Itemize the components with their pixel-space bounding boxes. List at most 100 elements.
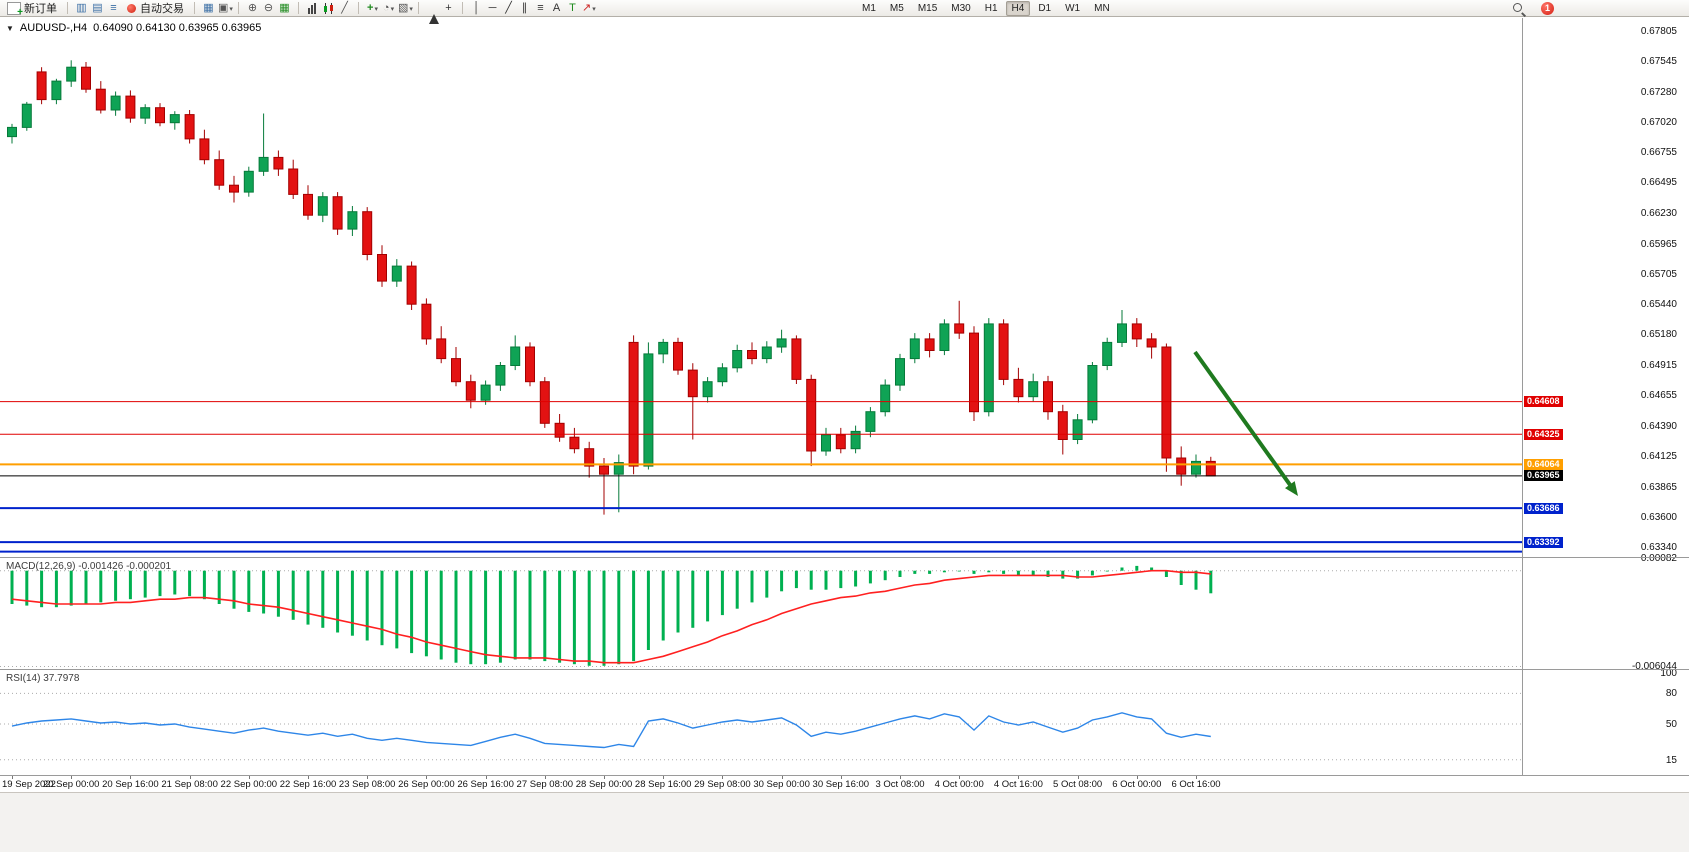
time-axis-label: 27 Sep 08:00 [516,779,574,790]
fibonacci-tool-icon[interactable]: ≡ [537,1,544,14]
bar-chart-mode-icon[interactable] [306,1,319,15]
zoom-in-icon[interactable]: ⊕ [247,1,258,14]
price-level-tag: 0.64325 [1524,428,1563,440]
auto-trading-icon [127,3,136,13]
vertical-line-tool-icon[interactable]: │ [473,1,480,14]
toolbar: + 新订单 ▥ ▤ ≡ 自动交易 ▦ ▣▾ ⊕ ⊖ ▦ ╱ +▾ ◔▾ ▧▾ +… [0,0,1689,24]
timeframe-button-m15[interactable]: M15 [917,3,938,14]
arrows-tool-icon[interactable]: ↗▾ [582,1,596,14]
macd-signal-line [11,569,1211,664]
candlestick-mode-icon[interactable] [322,1,335,15]
horizontal-line-tool-icon[interactable]: ─ [488,1,497,14]
timeframe-button-mn[interactable]: MN [1094,3,1110,14]
price-axis-label: 0.67545 [1640,56,1677,67]
symbol-dropdown-icon[interactable]: ▼ [6,23,14,33]
macd-histogram [10,565,1213,666]
line-chart-mode-icon[interactable]: ╱ [341,1,348,14]
timeframe-button-m5[interactable]: M5 [889,3,904,14]
time-axis-label: 30 Sep 16:00 [812,779,870,790]
navigator-icon[interactable]: ≡ [110,1,117,14]
time-axis-label: 22 Sep 16:00 [279,779,337,790]
notification-badge[interactable]: 1 [1541,2,1554,15]
rsi-pane[interactable]: RSI(14) 37.7978 [0,670,1522,775]
time-axis-tick [130,776,132,779]
price-axis-label: 0.66755 [1640,147,1677,159]
main-chart-pane[interactable]: ▼ AUDUSD-,H4 0.64090 0.64130 0.63965 0.6… [0,18,1522,557]
price-axis-label: 0.64125 [1640,451,1677,463]
timeframe-button-m1[interactable]: M1 [862,3,876,14]
profiles-icon[interactable]: ▣▾ [218,1,233,14]
current-price-tag: 0.63965 [1524,470,1563,482]
auto-trading-button[interactable]: 自动交易 [123,1,187,16]
new-chart-icon[interactable]: ▦ [203,1,214,14]
templates-icon[interactable]: ▧▾ [398,1,413,14]
trendline-tool-icon[interactable]: ╱ [505,1,512,14]
time-axis-tick [663,776,665,779]
time-axis-label: 26 Sep 00:00 [398,779,455,790]
channel-tool-icon[interactable]: ∥ [521,1,528,14]
time-axis-label: 30 Sep 00:00 [753,779,810,790]
time-axis-label: 22 Sep 00:00 [220,779,278,790]
time-axis-label: 6 Oct 16:00 [1171,779,1221,790]
time-axis-label: 3 Oct 08:00 [875,779,925,790]
price-axis-label: 0.67805 [1640,26,1677,37]
crosshair-icon[interactable]: + [445,1,452,14]
horizontal-level-lines[interactable] [0,401,1522,553]
time-axis-tick [426,776,428,779]
timeframe-button-h4[interactable]: H4 [1005,1,1031,16]
timeframe-button-w1[interactable]: W1 [1065,3,1081,14]
data-window-icon[interactable]: ▤ [92,1,103,14]
indicators-icon[interactable]: +▾ [367,1,378,14]
time-axis-tick [544,776,546,779]
time-axis-tick [1136,776,1138,779]
cursor-icon[interactable] [426,1,439,24]
time-axis-tick [840,776,842,779]
price-axis-label: 0.65965 [1640,238,1677,250]
time-axis-tick [722,776,724,779]
time-axis-label: 26 Sep 16:00 [457,779,514,790]
trend-arrow[interactable] [1193,350,1298,496]
pane-divider[interactable] [0,557,1689,558]
zoom-out-icon[interactable]: ⊖ [263,1,274,14]
macd-pane[interactable]: MACD(12,26,9) -0.001426 -0.000201 [0,558,1522,669]
label-tool-icon[interactable]: T [569,1,576,14]
toolbar-separator [67,2,68,14]
rsi-canvas[interactable] [0,670,1522,775]
main-chart-canvas[interactable] [0,18,1522,557]
timeframe-button-m30[interactable]: M30 [951,3,971,14]
time-axis-tick [189,776,191,779]
price-axis-label: 0.65440 [1640,299,1677,311]
toolbar-separator [462,2,463,14]
toolbar-separator [298,2,299,14]
timeframe-group: M1 M5 M15 M30 H1 H4 D1 W1 MN [856,1,1116,16]
new-order-button[interactable]: + 新订单 [4,1,60,17]
timeframe-button-d1[interactable]: D1 [1038,3,1052,14]
rsi-scale-label: 50 [1665,719,1677,730]
text-tool-icon[interactable]: A [552,1,561,14]
rsi-label: RSI(14) 37.7978 [6,673,80,684]
time-axis-tick [959,776,961,779]
time-axis-label: 20 Sep 00:00 [42,779,100,790]
price-axis-label: 0.66495 [1640,177,1677,189]
price-scale[interactable]: 0.67805 0.67545 0.67280 0.67020 0.66755 0.664… [1523,18,1689,776]
time-axis-label: 4 Oct 00:00 [934,779,984,790]
search-icon[interactable] [1512,2,1525,15]
time-axis-label: 6 Oct 00:00 [1112,779,1162,790]
time-axis-tick [781,776,783,779]
new-order-icon: + [7,1,23,17]
pane-divider[interactable] [0,669,1689,670]
time-scale[interactable]: 19 Sep 2022 20 Sep 00:00 20 Sep 16:00 21 Se… [0,776,1689,792]
price-axis-label: 0.63865 [1640,481,1677,493]
chart-title: ▼ AUDUSD-,H4 0.64090 0.64130 0.63965 0.6… [6,22,261,34]
time-axis-label: 29 Sep 08:00 [694,779,751,790]
macd-canvas[interactable] [0,558,1522,669]
time-axis-label: 28 Sep 16:00 [634,779,692,790]
period-clock-icon[interactable]: ◔▾ [382,1,395,14]
timeframe-button-h1[interactable]: H1 [984,3,998,14]
toolbar-separator [238,2,239,14]
time-axis-tick [367,776,369,779]
rsi-line [11,712,1211,749]
window-background [0,792,1689,852]
market-watch-icon[interactable]: ▥ [76,1,87,14]
tile-windows-icon[interactable]: ▦ [279,1,290,14]
